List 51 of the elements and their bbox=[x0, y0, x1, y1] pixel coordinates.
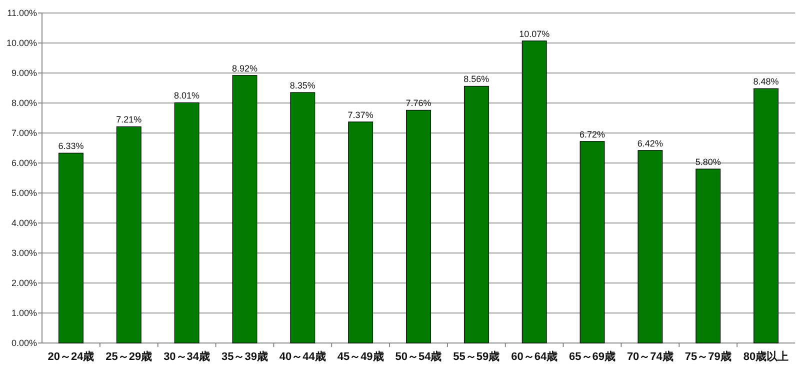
x-tick-label: 55～59歳 bbox=[453, 350, 500, 363]
y-tick-label: 7.00% bbox=[11, 128, 37, 138]
data-label: 7.21% bbox=[116, 114, 142, 125]
data-label: 8.48% bbox=[753, 76, 779, 87]
bar bbox=[174, 102, 200, 344]
data-label: 6.72% bbox=[580, 129, 606, 140]
bar bbox=[754, 88, 779, 344]
bar bbox=[58, 152, 84, 344]
y-tick-label: 1.00% bbox=[11, 308, 37, 318]
bar bbox=[116, 126, 142, 344]
bar bbox=[580, 141, 605, 344]
bar bbox=[406, 110, 431, 344]
data-label: 7.37% bbox=[348, 110, 374, 120]
y-tick-label: 0.00% bbox=[11, 338, 37, 348]
data-label: 6.42% bbox=[637, 138, 663, 148]
x-tick-label: 70～74歳 bbox=[626, 350, 674, 363]
data-label: 8.92% bbox=[232, 63, 258, 74]
x-tick-label: 25～29歳 bbox=[106, 350, 152, 363]
y-tick-label: 5.00% bbox=[11, 188, 37, 198]
y-tick-label: 2.00% bbox=[11, 278, 37, 288]
bar bbox=[348, 122, 374, 344]
x-tick-label: 30～34歳 bbox=[164, 350, 210, 363]
x-tick-label: 60～64歳 bbox=[511, 350, 558, 363]
bar bbox=[232, 75, 258, 344]
bar bbox=[522, 40, 547, 344]
y-tick-label: 4.00% bbox=[11, 218, 37, 228]
bar bbox=[464, 86, 489, 344]
y-tick-label: 9.00% bbox=[11, 68, 37, 78]
data-label: 8.56% bbox=[464, 74, 490, 84]
x-tick-label: 50～54歳 bbox=[395, 350, 442, 363]
x-tick-label: 35～39歳 bbox=[221, 350, 268, 363]
y-tick-label: 3.00% bbox=[11, 248, 37, 258]
x-tick-label: 75～79歳 bbox=[684, 350, 732, 363]
bar bbox=[290, 92, 316, 344]
x-tick-label: 80歳以上 bbox=[743, 350, 789, 363]
bar bbox=[638, 150, 663, 344]
y-tick-label: 10.00% bbox=[6, 38, 37, 48]
x-tick-label: 65～69歳 bbox=[569, 350, 616, 363]
y-tick-label: 8.00% bbox=[11, 98, 37, 108]
data-label: 8.35% bbox=[290, 80, 316, 90]
data-label: 6.33% bbox=[58, 141, 84, 152]
y-tick-label: 6.00% bbox=[11, 158, 37, 168]
data-label: 5.80% bbox=[695, 157, 721, 167]
x-tick-label: 45～49歳 bbox=[337, 350, 384, 363]
bar bbox=[696, 168, 721, 344]
data-label: 10.07% bbox=[519, 28, 550, 39]
y-tick-label: 11.00% bbox=[7, 8, 37, 18]
x-tick-label: 40～44歳 bbox=[279, 350, 326, 363]
data-label: 8.01% bbox=[174, 90, 200, 101]
data-label: 7.76% bbox=[406, 98, 432, 108]
x-tick-label: 20～24歳 bbox=[48, 350, 94, 363]
